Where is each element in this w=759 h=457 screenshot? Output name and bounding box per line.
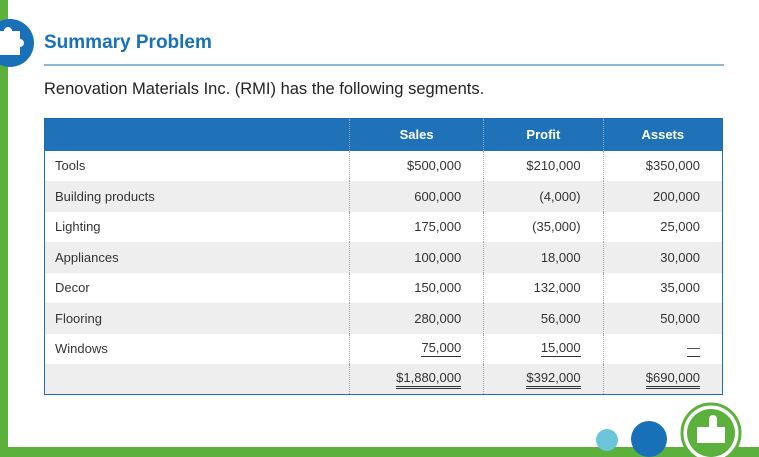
segment-profit: $210,000 (483, 150, 604, 181)
segment-name: Building products (44, 181, 350, 212)
segment-sales: 75,000 (348, 333, 484, 364)
total-profit-value: $392,000 (526, 370, 581, 389)
segment-profit: 132,000 (483, 272, 604, 303)
segment-assets: 25,000 (602, 211, 723, 242)
segment-name: Windows (44, 333, 350, 364)
segment-profit-value: 15,000 (540, 340, 581, 358)
segment-name: Decor (44, 272, 350, 303)
total-profit: $392,000 (483, 364, 604, 395)
segment-sales: 280,000 (348, 303, 484, 334)
segment-name: Tools (44, 150, 350, 181)
total-sales-value: $1,880,000 (396, 370, 462, 389)
segments-table: Sales Profit Assets Tools $500,000 $210,… (44, 118, 723, 395)
segment-assets: $350,000 (602, 150, 723, 181)
segment-assets: 30,000 (602, 242, 723, 273)
left-accent-bar (0, 0, 8, 457)
total-assets-value: $690,000 (645, 370, 700, 389)
table-row: Building products 600,000 (4,000) 200,00… (44, 181, 723, 212)
segment-sales-value: 75,000 (421, 340, 462, 358)
total-assets: $690,000 (602, 364, 723, 395)
segment-profit: 15,000 (483, 333, 604, 364)
segment-name: Flooring (44, 303, 350, 334)
table-row: Tools $500,000 $210,000 $350,000 (44, 150, 723, 181)
slide-title: Summary Problem (44, 32, 212, 53)
segment-sales: 100,000 (348, 242, 484, 273)
segment-assets-value: — (687, 340, 700, 358)
segment-profit: 56,000 (483, 303, 604, 334)
segment-name: Lighting (44, 211, 350, 242)
table-row: Appliances 100,000 18,000 30,000 (44, 242, 723, 273)
segment-profit: (4,000) (483, 181, 604, 212)
total-row: $1,880,000 $392,000 $690,000 (44, 364, 723, 395)
table-row: Decor 150,000 132,000 35,000 (44, 272, 723, 303)
table-row: Windows 75,000 15,000 — (44, 333, 723, 364)
segment-sales: 175,000 (348, 211, 484, 242)
segment-assets: 200,000 (602, 181, 723, 212)
header-sales: Sales (348, 118, 484, 151)
bottom-accent-bar (0, 447, 759, 457)
navigation-dots (596, 402, 742, 457)
table-header-row: Sales Profit Assets (44, 118, 723, 151)
segment-profit: (35,000) (483, 211, 604, 242)
title-divider (44, 64, 724, 66)
segment-sales: 600,000 (348, 181, 484, 212)
table-row: Flooring 280,000 56,000 50,000 (44, 303, 723, 334)
segment-sales: $500,000 (348, 150, 484, 181)
pointing-hand-icon[interactable] (680, 402, 742, 457)
segment-name: Appliances (44, 242, 350, 273)
total-sales: $1,880,000 (348, 364, 484, 395)
nav-dot-small-icon (596, 429, 618, 451)
segment-assets: — (602, 333, 723, 364)
header-name (44, 118, 350, 151)
total-label (44, 364, 350, 395)
segment-profit: 18,000 (483, 242, 604, 273)
table-row: Lighting 175,000 (35,000) 25,000 (44, 211, 723, 242)
header-assets: Assets (602, 118, 723, 151)
segment-assets: 50,000 (602, 303, 723, 334)
header-profit: Profit (483, 118, 604, 151)
nav-dot-medium-icon (631, 421, 667, 457)
puzzle-piece-icon (0, 19, 34, 67)
segment-sales: 150,000 (348, 272, 484, 303)
segment-assets: 35,000 (602, 272, 723, 303)
intro-text: Renovation Materials Inc. (RMI) has the … (44, 80, 485, 98)
